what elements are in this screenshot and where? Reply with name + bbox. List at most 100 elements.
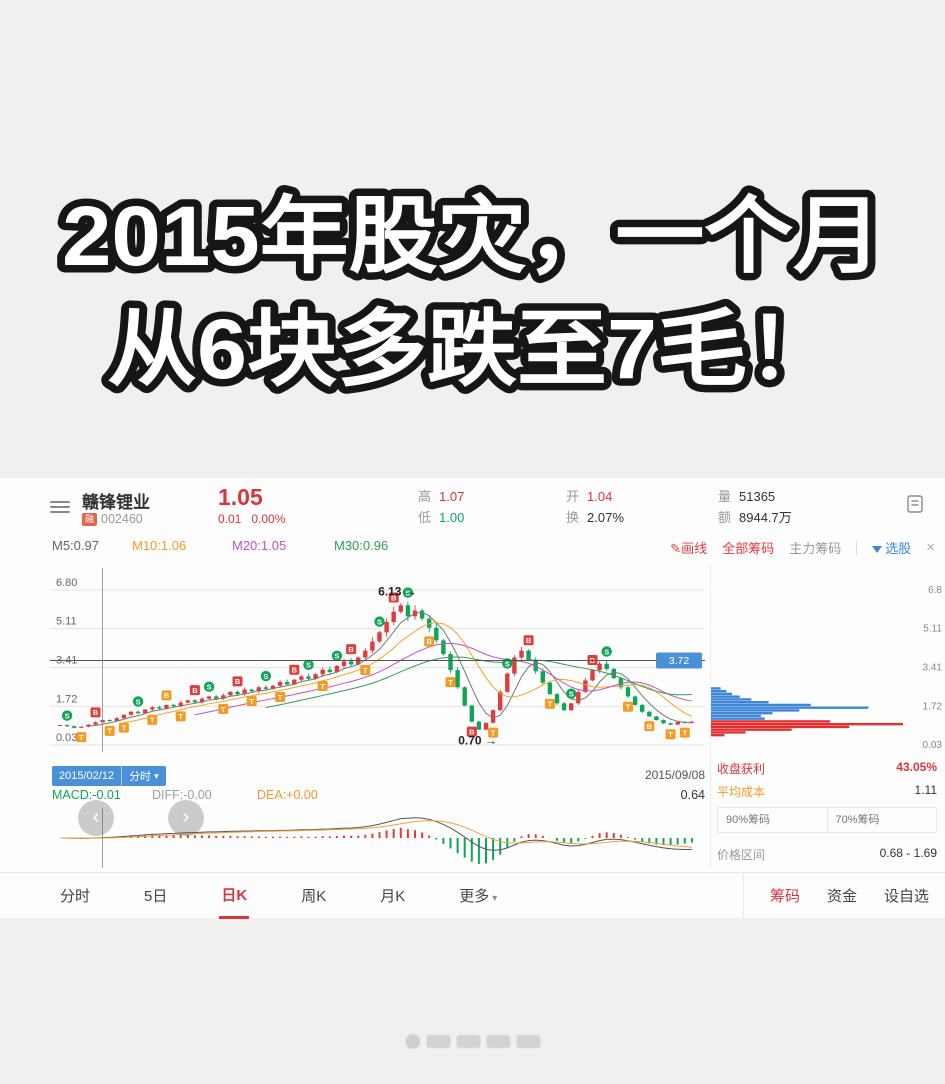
headline-line1: 2015年股灾，一个月 (62, 189, 882, 283)
volume-label: 量 (718, 489, 732, 504)
headline-line2: 从6块多跌至7毛！ (107, 302, 837, 396)
svg-text:B: B (426, 637, 432, 646)
headline-banner: 2015年股灾，一个月 从6块多跌至7毛！ (55, 182, 890, 404)
funnel-icon (872, 546, 883, 553)
svg-text:T: T (107, 727, 112, 736)
tab-more[interactable]: 更多 ▾ (457, 874, 499, 917)
menu-icon[interactable] (50, 498, 70, 516)
draw-line-label: 画线 (681, 541, 708, 556)
svg-text:S: S (334, 652, 339, 661)
svg-text:S: S (604, 647, 609, 656)
macd-value: MACD:-0.01 (52, 788, 121, 802)
svg-text:0.03: 0.03 (56, 732, 77, 744)
svg-text:S: S (405, 588, 410, 597)
tab-weekly-k[interactable]: 周K (301, 888, 327, 905)
chip-distribution-panel: 6.8 5.11 3.41 1.72 0.03 收盘获利 43.05% 平均成本 1.1… (710, 564, 945, 868)
svg-text:S: S (65, 711, 70, 720)
price-range-label: 价格区间 (717, 848, 766, 862)
tab-funds[interactable]: 资金 (826, 888, 857, 905)
low-value: 1.00 (439, 510, 465, 525)
svg-text:S: S (306, 661, 311, 670)
svg-text:T: T (178, 712, 183, 721)
svg-text:5.11: 5.11 (56, 616, 77, 628)
svg-text:S: S (263, 672, 268, 681)
chips-70-label: 70%筹码 (835, 814, 880, 826)
dea-value: DEA:+0.00 (257, 788, 318, 802)
close-icon[interactable]: × (926, 539, 935, 556)
svg-text:1.72: 1.72 (923, 701, 943, 712)
svg-text:T: T (79, 733, 84, 742)
main-chips-button[interactable]: 主力筹码 (789, 541, 842, 556)
crosshair-date-badge[interactable]: 2015/02/12 分时 ▾ (52, 766, 166, 786)
svg-text:T: T (491, 728, 496, 737)
tab-chips[interactable]: 筹码 (769, 888, 800, 905)
svg-text:T: T (363, 666, 368, 675)
tab-more-label: 更多 (459, 888, 490, 905)
crosshair-date: 2015/02/12 (59, 770, 115, 782)
low-label: 低 (418, 510, 432, 525)
period-label: 分时 (129, 771, 152, 783)
svg-text:0.70 →: 0.70 → (458, 734, 497, 748)
svg-text:B: B (469, 727, 475, 736)
tab-intraday[interactable]: 分时 (60, 888, 91, 905)
ma5-value: M5:0.97 (52, 538, 99, 553)
change-percent: 0.00% (251, 512, 286, 526)
svg-text:1.72: 1.72 (56, 693, 77, 705)
quote-col-volume-amount: 量 51365 额 8944.7万 (718, 486, 792, 528)
svg-text:T: T (221, 705, 226, 714)
chip-distribution-histogram: 6.8 5.11 3.41 1.72 0.03 (711, 585, 943, 751)
toolbar-divider (856, 540, 858, 555)
stock-name: 赣锋锂业 (82, 493, 150, 512)
tab-daily-k[interactable]: 日K (219, 873, 250, 919)
svg-text:T: T (548, 700, 553, 709)
tab-add-watchlist[interactable]: 设自选 (883, 888, 929, 905)
svg-text:B: B (192, 686, 198, 695)
prev-arrow-button[interactable]: ‹ (78, 800, 114, 836)
stock-code: 002460 (101, 512, 143, 526)
svg-text:B: B (348, 645, 354, 654)
svg-text:B: B (526, 636, 532, 645)
svg-text:T: T (278, 693, 283, 702)
svg-text:T: T (683, 728, 688, 737)
svg-text:T: T (668, 730, 673, 739)
chips-90-label: 90%筹码 (718, 808, 828, 832)
news-note-icon[interactable] (905, 494, 925, 519)
open-value: 1.04 (587, 489, 613, 504)
svg-text:T: T (150, 716, 155, 725)
svg-text:5.11: 5.11 (923, 624, 942, 635)
pencil-icon: ✎ (670, 541, 682, 556)
period-selector[interactable]: 分时 ▾ (121, 766, 166, 786)
svg-text:3.72: 3.72 (669, 655, 690, 667)
svg-text:S: S (207, 683, 212, 692)
chevron-down-icon: ▾ (492, 893, 498, 904)
margin-badge: 融 (82, 512, 98, 526)
amount-label: 额 (718, 510, 732, 525)
bottom-tab-bar: 分时 5日 日K 周K 月K 更多 ▾ 筹码 资金 设自选 (0, 872, 945, 919)
ma10-value: M10:1.06 (132, 538, 187, 553)
svg-text:B: B (647, 722, 653, 731)
svg-text:S: S (505, 659, 510, 668)
draw-line-button[interactable]: ✎画线 (670, 538, 707, 557)
svg-text:6.80: 6.80 (56, 577, 77, 589)
svg-text:T: T (249, 697, 254, 706)
price-range-row: 价格区间 0.68 - 1.69 (717, 846, 937, 863)
stock-pick-label: 选股 (885, 541, 912, 556)
tab-5day[interactable]: 5日 (144, 888, 168, 905)
macd-chart[interactable] (50, 808, 705, 868)
all-chips-button[interactable]: 全部筹码 (722, 541, 775, 556)
period-tabs: 分时 5日 日K 周K 月K 更多 ▾ (58, 873, 499, 919)
svg-text:T: T (122, 723, 127, 732)
stock-pick-button[interactable]: 选股 (872, 538, 911, 557)
chevron-down-icon: ▾ (154, 770, 159, 781)
high-label: 高 (418, 489, 432, 504)
next-arrow-button[interactable]: › (168, 800, 204, 836)
high-value: 1.07 (439, 489, 465, 504)
price-range-value: 0.68 - 1.69 (879, 846, 937, 860)
chips-percent-cells: 90%筹码 70%筹码 (717, 807, 937, 833)
svg-text:S: S (377, 617, 382, 626)
svg-text:B: B (93, 708, 99, 717)
avg-cost-row: 平均成本 1.11 (717, 783, 937, 800)
tab-monthly-k[interactable]: 月K (380, 888, 406, 905)
change-amount: 0.01 (218, 512, 242, 526)
